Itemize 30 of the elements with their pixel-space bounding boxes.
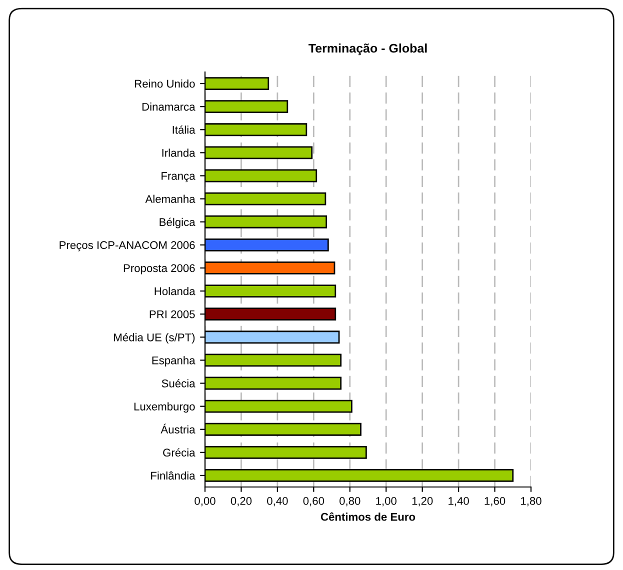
- y-tick-label: Suécia: [162, 379, 196, 388]
- y-tick-label: Espanha: [152, 356, 196, 367]
- x-tick-label: 0,40: [267, 497, 288, 506]
- y-tick-label: Alemanha: [145, 194, 196, 203]
- x-axis-title: Cêntimos de Euro: [320, 512, 416, 521]
- y-tick-label: Média UE (s/PT): [114, 333, 195, 344]
- x-tick-label: 0,00: [194, 497, 216, 506]
- x-tick-label: 1,40: [448, 497, 469, 506]
- y-tick-label: Itália: [172, 125, 196, 134]
- y-tick-label: PRI 2005: [150, 310, 195, 318]
- y-tick-label: Luxemburgo: [134, 402, 195, 413]
- y-tick-label: Irlanda: [162, 148, 196, 157]
- x-tick-label: 1,20: [412, 497, 433, 506]
- x-tick-label: 0,80: [340, 497, 360, 506]
- y-tick-label: Bélgica: [160, 218, 196, 228]
- y-tick-label: Proposta 2006: [124, 264, 195, 274]
- y-tick-label: Holanda: [154, 287, 196, 296]
- y-tick-label: Dinamarca: [142, 102, 196, 111]
- y-tick-label: Preços ICP-ANACOM 2006: [60, 241, 195, 252]
- y-tick-label: Finlândia: [151, 471, 196, 480]
- y-tick-label: Áustria: [160, 424, 196, 434]
- x-tick-label: 0,60: [303, 497, 324, 506]
- chart-title: Terminação - Global: [308, 43, 427, 56]
- y-tick-label: França: [162, 172, 196, 182]
- x-tick-label: 1,00: [376, 497, 396, 506]
- y-tick-label: Reino Unido: [135, 80, 195, 88]
- x-tick-label: 1,80: [521, 497, 542, 506]
- x-tick-label: 1,60: [484, 497, 506, 506]
- y-tick-label: Grécia: [163, 448, 196, 457]
- x-tick-label: 0,20: [230, 497, 252, 506]
